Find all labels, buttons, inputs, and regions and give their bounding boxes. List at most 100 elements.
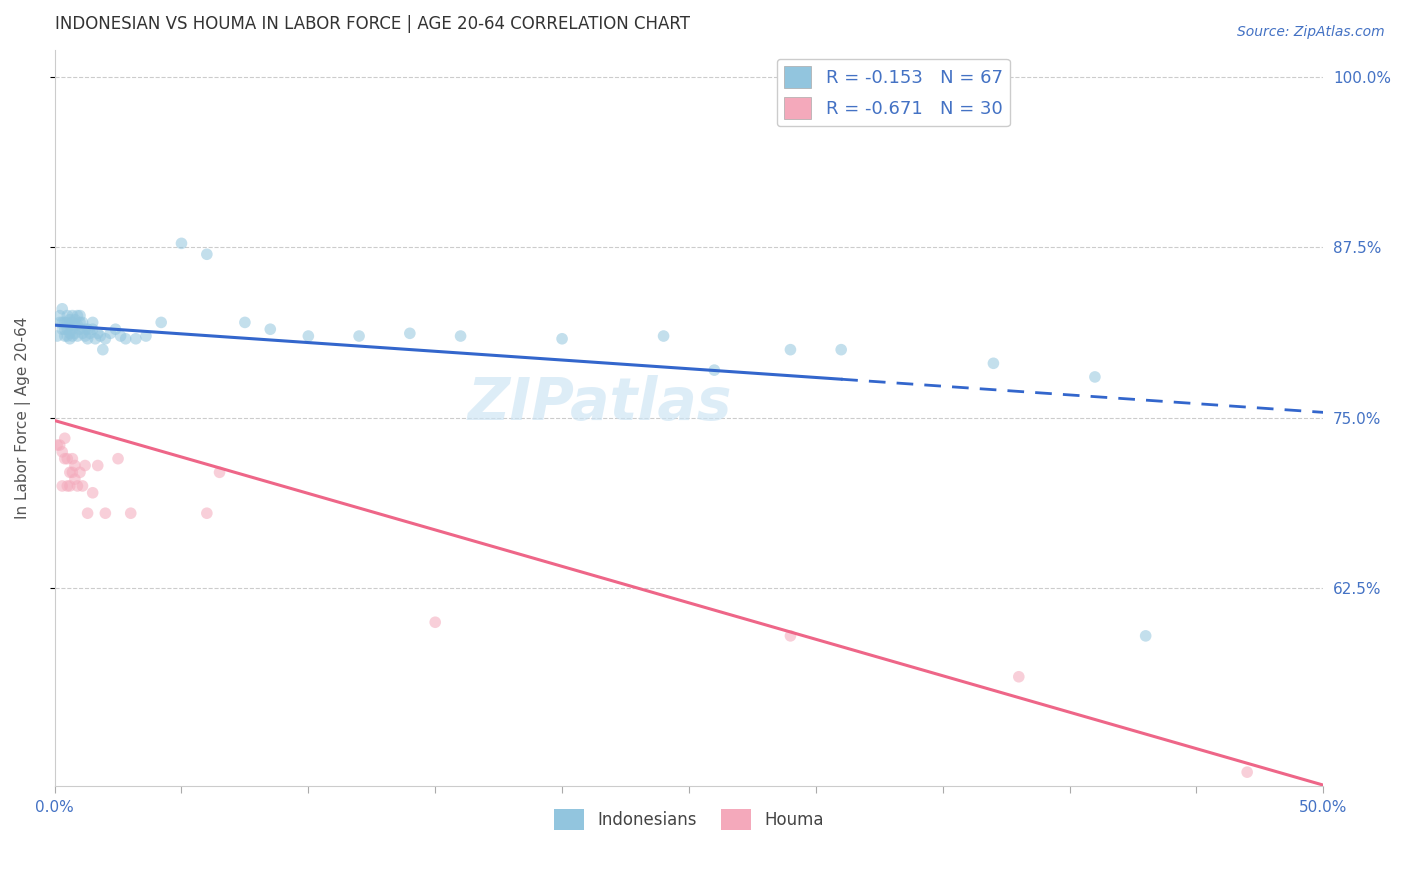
Point [73,329,96,343]
Y-axis label: In Labor Force | Age 20-64: In Labor Force | Age 20-64 [15,317,31,519]
Point [82,485,104,500]
Point [59,332,82,346]
Point [72,479,94,493]
Point [1135,629,1157,643]
Point [120,506,142,520]
Point [46,329,69,343]
Point [259,322,281,336]
Point [53,431,76,445]
Point [56,451,79,466]
Point [208,466,231,480]
Point [59,318,82,333]
Point [110,329,132,343]
Point [66,479,89,493]
Point [76,322,98,336]
Point [69,466,91,480]
Point [56,329,79,343]
Point [46,438,69,452]
Point [779,629,801,643]
Text: INDONESIAN VS HOUMA IN LABOR FORCE | AGE 20-64 CORRELATION CHART: INDONESIAN VS HOUMA IN LABOR FORCE | AGE… [55,15,689,33]
Point [107,451,129,466]
Point [56,322,79,336]
Point [63,458,86,473]
Point [94,506,117,520]
Point [652,329,675,343]
Point [59,312,82,326]
Point [82,322,104,336]
Point [983,356,1005,370]
Point [48,438,70,452]
Point [63,472,86,486]
Point [297,329,319,343]
Point [195,506,218,520]
Point [89,329,111,343]
Legend: Indonesians, Houma: Indonesians, Houma [547,803,831,837]
Point [51,479,73,493]
Point [425,615,447,630]
Point [51,315,73,329]
Point [56,479,79,493]
Point [703,363,725,377]
Point [79,326,101,341]
Point [59,326,82,341]
Point [69,315,91,329]
Point [398,326,420,341]
Point [1008,670,1031,684]
Point [53,329,76,343]
Point [82,315,104,329]
Point [48,309,70,323]
Point [53,315,76,329]
Point [72,326,94,341]
Point [779,343,801,357]
Point [170,236,193,251]
Point [73,458,96,473]
Point [48,315,70,329]
Point [63,312,86,326]
Point [56,309,79,323]
Point [347,329,370,343]
Point [150,315,173,329]
Point [104,322,127,336]
Point [60,466,83,480]
Point [53,322,76,336]
Point [63,326,86,341]
Point [125,332,148,346]
Point [1236,765,1258,780]
Point [87,458,110,473]
Point [72,315,94,329]
Point [69,309,91,323]
Text: Source: ZipAtlas.com: Source: ZipAtlas.com [1237,25,1385,39]
Point [60,329,83,343]
Point [87,326,110,341]
Point [91,343,114,357]
Point [450,329,472,343]
Point [76,506,98,520]
Point [60,315,83,329]
Text: ZIPatlas: ZIPatlas [468,375,733,432]
Point [76,332,98,346]
Point [100,326,122,341]
Point [69,322,91,336]
Point [51,445,73,459]
Point [1084,370,1107,384]
Point [66,329,89,343]
Point [135,329,157,343]
Point [60,322,83,336]
Point [94,332,117,346]
Point [66,318,89,333]
Point [66,309,89,323]
Point [51,301,73,316]
Point [53,451,76,466]
Point [60,451,83,466]
Point [830,343,852,357]
Point [551,332,574,346]
Point [60,309,83,323]
Point [233,315,256,329]
Point [56,315,79,329]
Point [59,479,82,493]
Point [63,318,86,333]
Point [114,332,136,346]
Point [51,322,73,336]
Point [195,247,218,261]
Point [84,332,107,346]
